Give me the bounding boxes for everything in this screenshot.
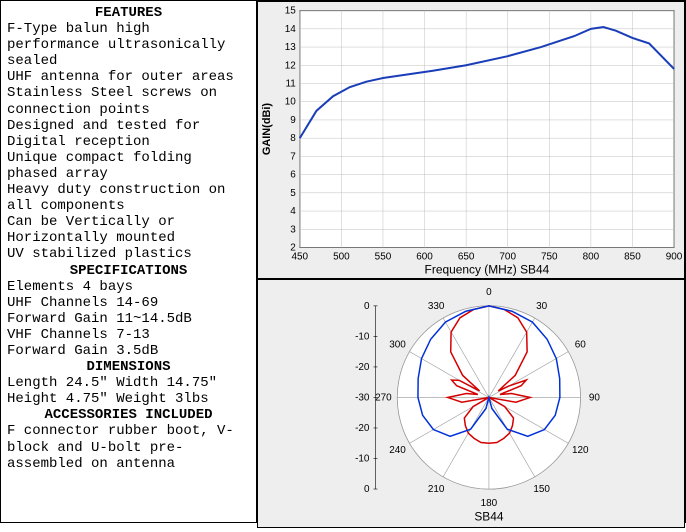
gain-chart: 4505005506006507007508008509002345678910… (257, 1, 685, 279)
svg-text:330: 330 (428, 301, 445, 312)
svg-text:650: 650 (458, 251, 475, 262)
svg-text:210: 210 (428, 484, 445, 495)
svg-text:GAIN(dBi): GAIN(dBi) (261, 103, 273, 156)
svg-text:30: 30 (536, 301, 548, 312)
svg-text:550: 550 (375, 251, 392, 262)
text-line: Designed and tested for Digital receptio… (7, 118, 250, 150)
svg-text:270: 270 (375, 392, 392, 403)
svg-text:7: 7 (290, 151, 296, 162)
svg-text:10: 10 (285, 97, 297, 108)
svg-text:240: 240 (389, 445, 406, 456)
gain-chart-svg: 4505005506006507007508008509002345678910… (258, 2, 684, 278)
text-line: Heavy duty construction on all component… (7, 182, 250, 214)
text-line: Forward Gain 3.5dB (7, 343, 250, 359)
svg-text:0: 0 (364, 301, 370, 312)
svg-text:-20: -20 (355, 362, 370, 373)
svg-text:300: 300 (389, 340, 406, 351)
svg-text:13: 13 (285, 42, 297, 53)
svg-text:150: 150 (533, 484, 550, 495)
svg-text:60: 60 (575, 340, 587, 351)
svg-text:3: 3 (290, 224, 296, 235)
svg-text:-30: -30 (355, 392, 370, 403)
svg-text:900: 900 (666, 251, 683, 262)
dims-heading: DIMENSIONS (7, 359, 250, 375)
svg-text:9: 9 (290, 115, 296, 126)
specs-heading: SPECIFICATIONS (7, 263, 250, 279)
text-line: Can be Vertically or Horizontally mounte… (7, 214, 250, 246)
text-line: F connector rubber boot, V-block and U-b… (7, 423, 250, 471)
text-line: Length 24.5" Width 14.75" (7, 375, 250, 391)
polar-chart: 0 30 60 90 120 150 180 210 240 270 300 330 0 -10 -20 -3… (257, 279, 685, 528)
text-line: UHF Channels 14-69 (7, 295, 250, 311)
svg-text:800: 800 (583, 251, 600, 262)
svg-text:11: 11 (285, 78, 296, 89)
dims-list: Length 24.5" Width 14.75"Height 4.75" We… (7, 375, 250, 407)
svg-text:SB44: SB44 (474, 509, 504, 523)
charts-panel: 4505005506006507007508008509002345678910… (257, 1, 685, 522)
text-line: F-Type balun high performance ultrasonic… (7, 21, 250, 69)
svg-text:Frequency (MHz) SB44: Frequency (MHz) SB44 (425, 262, 550, 276)
svg-text:700: 700 (499, 251, 516, 262)
svg-text:8: 8 (290, 133, 296, 144)
svg-text:12: 12 (285, 60, 297, 71)
text-line: UHF antenna for outer areas (7, 69, 250, 85)
text-line: Stainless Steel screws on connection poi… (7, 85, 250, 117)
svg-text:120: 120 (572, 445, 589, 456)
features-heading: FEATURES (7, 5, 250, 21)
svg-text:-20: -20 (355, 423, 370, 434)
svg-text:500: 500 (333, 251, 350, 262)
text-line: UV stabilized plastics (7, 246, 250, 262)
svg-text:6: 6 (290, 170, 296, 181)
text-line: Elements 4 bays (7, 279, 250, 295)
features-list: F-Type balun high performance ultrasonic… (7, 21, 250, 262)
svg-text:4: 4 (290, 206, 296, 217)
svg-text:5: 5 (290, 188, 296, 199)
spec-sheet: FEATURES F-Type balun high performance u… (0, 0, 686, 523)
svg-text:90: 90 (589, 392, 601, 403)
polar-chart-svg: 0 30 60 90 120 150 180 210 240 270 300 330 0 -10 -20 -3… (258, 280, 684, 527)
text-line: VHF Channels 7-13 (7, 327, 250, 343)
svg-text:-10: -10 (355, 453, 370, 464)
svg-text:750: 750 (541, 251, 558, 262)
svg-text:-10: -10 (355, 331, 370, 342)
svg-text:600: 600 (416, 251, 433, 262)
svg-text:14: 14 (285, 24, 297, 35)
svg-text:0: 0 (486, 287, 492, 298)
text-line: Forward Gain 11~14.5dB (7, 311, 250, 327)
acc-heading: ACCESSORIES INCLUDED (7, 407, 250, 423)
svg-text:850: 850 (624, 251, 641, 262)
svg-text:180: 180 (481, 498, 498, 509)
text-line: Unique compact folding phased array (7, 150, 250, 182)
specs-list: Elements 4 baysUHF Channels 14-69Forward… (7, 279, 250, 359)
acc-list: F connector rubber boot, V-block and U-b… (7, 423, 250, 471)
svg-text:0: 0 (364, 484, 370, 495)
text-line: Height 4.75" Weight 3lbs (7, 391, 250, 407)
svg-text:15: 15 (285, 6, 297, 17)
svg-text:2: 2 (290, 242, 296, 253)
text-panel: FEATURES F-Type balun high performance u… (1, 1, 257, 522)
